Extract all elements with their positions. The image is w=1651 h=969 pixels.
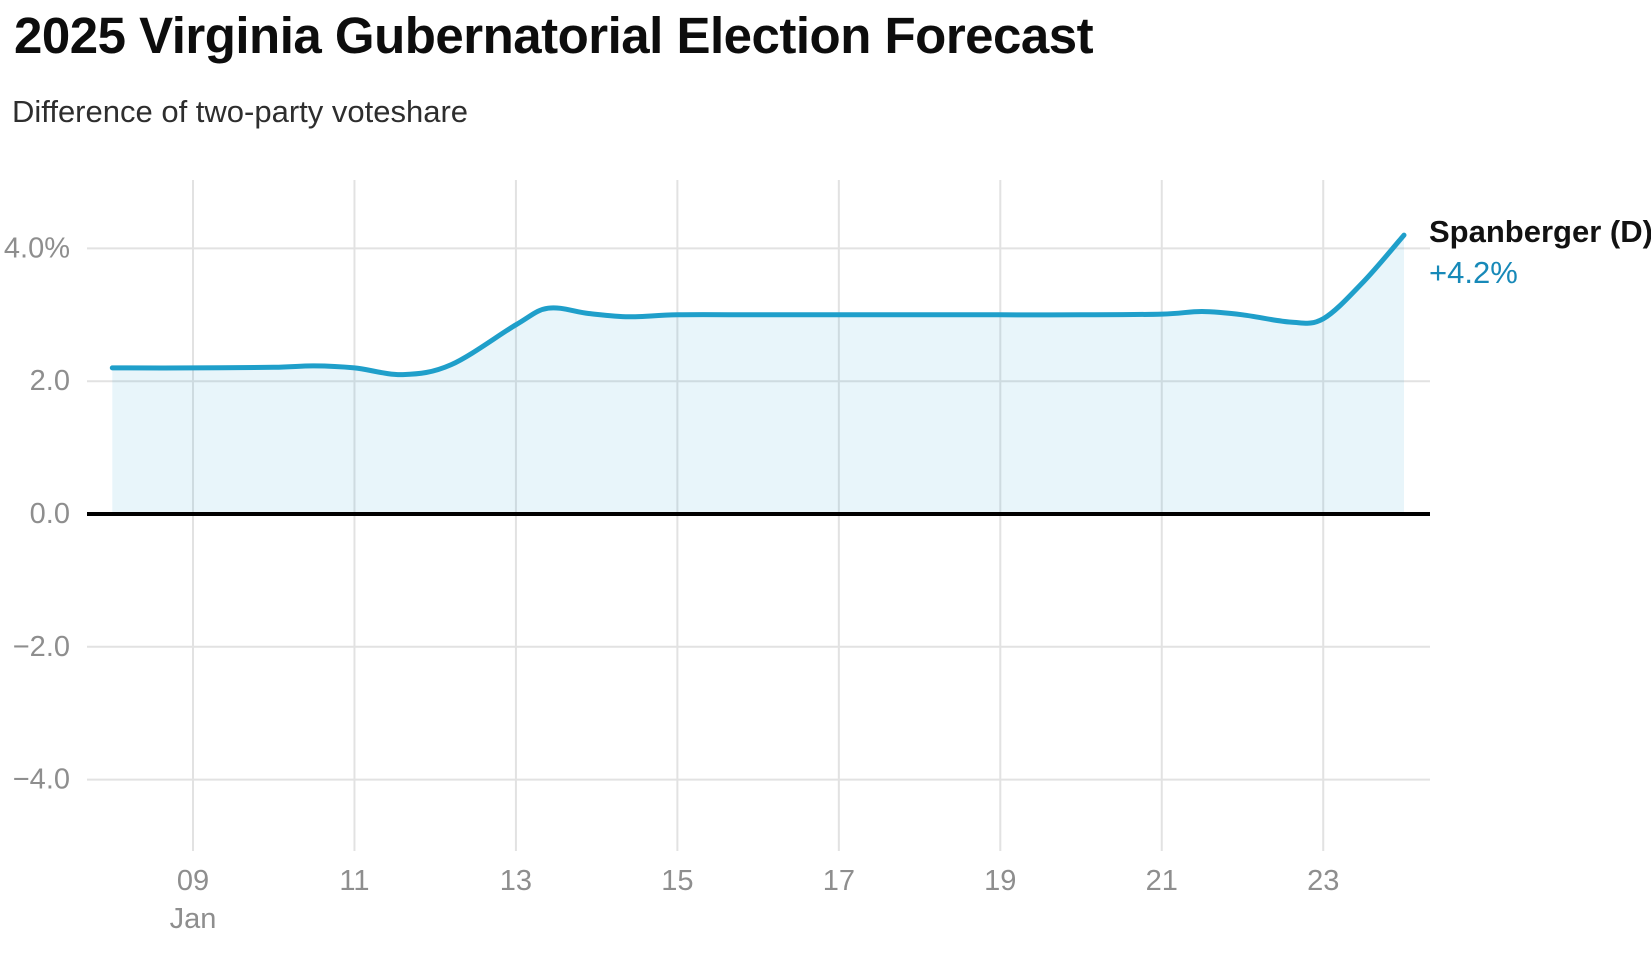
x-tick-label: 23: [1307, 865, 1339, 897]
x-tick-label: 09: [177, 865, 209, 897]
x-tick-label: 19: [984, 865, 1016, 897]
area-fill: [112, 235, 1404, 514]
series-name-label: Spanberger (D): [1429, 214, 1651, 249]
x-tick-label: 11: [339, 865, 369, 897]
series-value-label: +4.2%: [1429, 255, 1518, 290]
x-tick-label: 15: [661, 865, 693, 897]
chart-subtitle: Difference of two-party voteshare: [12, 94, 469, 129]
chart-title: 2025 Virginia Gubernatorial Election For…: [14, 7, 1094, 64]
x-tick-label: 13: [500, 865, 532, 897]
y-tick-label: −2.0: [13, 631, 70, 663]
series-end-label: Spanberger (D) +4.2%: [1429, 211, 1651, 293]
month-label: Jan: [170, 903, 217, 935]
x-tick-label: 21: [1146, 865, 1178, 897]
y-tick-label: 0.0: [30, 498, 70, 530]
y-tick-label: −4.0: [13, 764, 70, 796]
x-tick-label: 17: [823, 865, 855, 897]
y-tick-label: 4.0%: [4, 232, 70, 264]
y-tick-label: 2.0: [30, 365, 70, 397]
forecast-line: [109, 232, 1407, 378]
